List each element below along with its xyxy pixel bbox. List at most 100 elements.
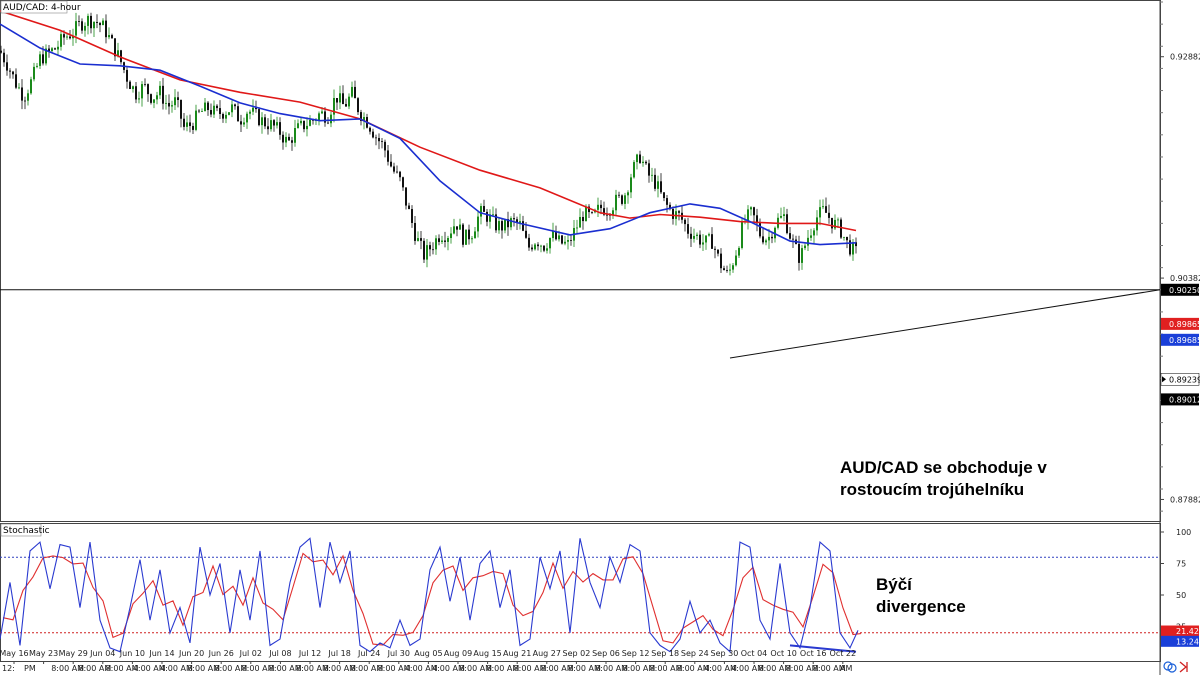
candle-body: [657, 181, 659, 189]
candle-body: [648, 163, 650, 176]
candle-body: [843, 236, 845, 238]
candle-body: [240, 121, 242, 125]
candle-body: [345, 104, 347, 107]
candle-body: [273, 120, 275, 126]
candle-body: [756, 215, 758, 224]
candle-body: [642, 161, 644, 163]
candle-body: [519, 221, 521, 223]
date-tick-label: Aug 21: [503, 649, 531, 658]
date-tick-label: Jun 04: [89, 649, 115, 658]
candle-body: [459, 224, 461, 230]
candle-body: [660, 181, 662, 193]
candle-body: [825, 206, 827, 213]
candle-body: [30, 79, 32, 94]
date-tick-label: Jun 20: [178, 649, 204, 658]
candle-body: [171, 105, 173, 107]
candle-body: [531, 247, 533, 250]
date-tick-label: Jul 02: [239, 649, 262, 658]
date-tick-label: Jul 12: [298, 649, 321, 658]
candle-body: [369, 127, 371, 132]
date-tick-label: Sep 30: [710, 649, 738, 658]
candle-body: [429, 245, 431, 250]
date-tick-label: Sep 06: [592, 649, 620, 658]
candle-body: [354, 86, 356, 99]
candle-body: [528, 237, 530, 248]
candle-body: [297, 123, 299, 129]
candle-body: [186, 122, 188, 127]
divergence-line: [789, 644, 857, 653]
candle-body: [546, 248, 548, 251]
date-tick-label: Oct 10: [770, 649, 797, 658]
date-tick-label: Aug 27: [533, 649, 561, 658]
price-tag-box: [1161, 393, 1199, 406]
candle-body: [852, 242, 854, 255]
candle-body: [447, 238, 449, 242]
date-tick-label: Jun 14: [148, 649, 174, 658]
candle-body: [705, 235, 707, 243]
candle-body: [282, 134, 284, 143]
candle-body: [24, 100, 26, 102]
candle-body: [465, 229, 467, 245]
candle-body: [849, 240, 851, 255]
candle-body: [807, 237, 809, 246]
candle-body: [195, 110, 197, 130]
date-tick-label: Sep 18: [651, 649, 679, 658]
candle-body: [237, 106, 239, 122]
candle-body: [630, 177, 632, 193]
candle-body: [423, 240, 425, 260]
candle-body: [9, 70, 11, 72]
candle-body: [138, 98, 140, 100]
candle-body: [27, 93, 29, 101]
candle-body: [204, 102, 206, 112]
candle-body: [96, 21, 98, 23]
candle-body: [18, 87, 20, 89]
stochastic-d-line: [2, 552, 862, 646]
candle-body: [255, 107, 257, 110]
candle-body: [69, 36, 71, 39]
candle-body: [591, 212, 593, 213]
divergence-annotation: Býčí divergence: [876, 575, 966, 616]
stochastic-title: Stochastic: [3, 526, 50, 536]
candle-body: [408, 205, 410, 210]
candle-body: [78, 21, 80, 22]
time-tick-label: 4:00 AM: [160, 664, 193, 673]
candle-body: [726, 270, 728, 271]
candle-body: [45, 48, 47, 64]
date-axis: May 16 May 23 May 29 Jun 04 Jun 10 Jun 14 Jun …: [0, 649, 856, 673]
candle-body: [120, 50, 122, 63]
candle-body: [168, 102, 170, 107]
candle-body: [81, 21, 83, 31]
candle-body: [87, 15, 89, 26]
sync-icon[interactable]: [1163, 661, 1177, 673]
triangle-annotation: AUD/CAD se obchoduje v rostoucím trojúhel…: [840, 458, 1047, 499]
candle-body: [624, 195, 626, 204]
candle-body: [378, 137, 380, 142]
time-tick-label: AM: [840, 664, 852, 673]
scroll-to-end-icon[interactable]: [1179, 661, 1188, 673]
candle-body: [738, 247, 740, 256]
candle-body: [789, 233, 791, 239]
candle-body: [585, 206, 587, 222]
candle-body: [468, 229, 470, 240]
time-tick-label: 8:00 AM: [51, 664, 84, 673]
candle-body: [417, 238, 419, 241]
candle-body: [375, 137, 377, 139]
candle-body: [822, 206, 824, 208]
candle-body: [732, 265, 734, 270]
candle-body: [285, 136, 287, 143]
candle-body: [708, 234, 710, 236]
candle-body: [678, 211, 680, 213]
candle-body: [537, 244, 539, 247]
moving-average-blue-line: [0, 23, 857, 246]
candle-body: [552, 231, 554, 239]
price-tag-box: [1161, 283, 1199, 296]
price-tag-label: 0.90250: [1169, 286, 1200, 295]
stochastic-panel-frame: [0, 523, 1161, 662]
candle-body: [183, 118, 185, 127]
candle-body: [651, 174, 653, 176]
candle-body: [36, 65, 38, 67]
time-tick-label: 4:00 AM: [133, 664, 166, 673]
time-tick-label: 8:00 AM: [650, 664, 683, 673]
date-tick-label: Oct 22: [830, 649, 857, 658]
